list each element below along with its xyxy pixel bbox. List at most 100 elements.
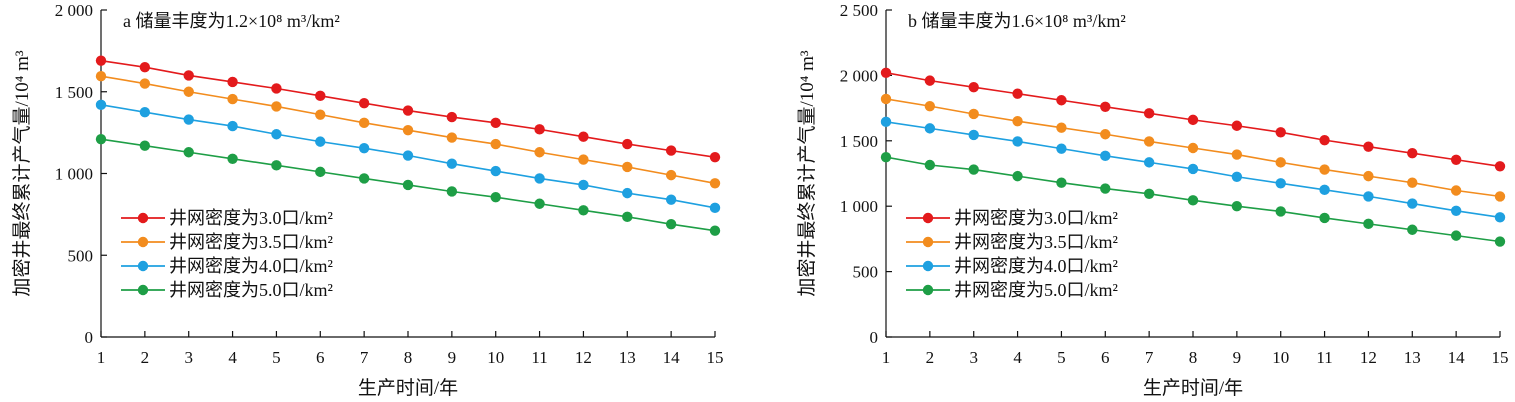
data-point xyxy=(315,90,326,102)
x-tick-label: 2 xyxy=(926,348,935,367)
data-point xyxy=(924,123,936,134)
data-point xyxy=(578,131,589,142)
data-point xyxy=(1363,191,1374,202)
data-point xyxy=(1143,157,1155,168)
data-point xyxy=(1143,188,1155,199)
panel-title: a 储量丰度为1.2×10⁸ m³/km² xyxy=(123,11,340,31)
x-tick-label: 15 xyxy=(707,348,724,367)
data-point xyxy=(968,129,979,141)
data-point xyxy=(490,138,501,150)
data-point xyxy=(1319,184,1330,196)
legend-marker xyxy=(137,284,149,296)
data-point xyxy=(1275,127,1286,138)
y-tick-label: 1 500 xyxy=(55,83,93,102)
series-3 xyxy=(95,133,721,236)
x-tick-label: 12 xyxy=(575,348,592,367)
data-point xyxy=(1494,236,1506,247)
data-point xyxy=(665,169,677,181)
series-3 xyxy=(880,151,1506,247)
data-point xyxy=(95,99,107,111)
data-point xyxy=(1100,129,1111,140)
data-point xyxy=(1319,134,1330,146)
data-point xyxy=(446,186,458,197)
legend-label: 井网密度为4.0口/km² xyxy=(954,256,1118,276)
data-point xyxy=(1407,177,1418,188)
y-tick-label: 1 500 xyxy=(840,132,878,151)
data-point xyxy=(880,67,892,78)
y-tick-label: 0 xyxy=(870,328,879,347)
data-point xyxy=(924,75,936,86)
data-point xyxy=(534,124,545,135)
data-point xyxy=(1143,136,1155,147)
legend-marker xyxy=(922,212,934,224)
data-point xyxy=(665,218,677,230)
data-point xyxy=(1056,143,1067,154)
data-point xyxy=(227,76,238,88)
data-point xyxy=(968,164,979,175)
data-point xyxy=(1450,154,1462,165)
series-0 xyxy=(880,67,1506,172)
x-tick-label: 1 xyxy=(882,348,891,367)
data-point xyxy=(880,93,892,105)
data-point xyxy=(622,187,633,199)
data-point xyxy=(1407,148,1418,159)
y-tick-label: 0 xyxy=(85,328,94,347)
legend: 井网密度为3.0口/km² 井网密度为3.5口/km² 井网密度为4.0口/km² 井… xyxy=(121,208,333,300)
data-point xyxy=(271,101,282,112)
y-tick-label: 2 500 xyxy=(840,1,878,20)
data-point xyxy=(622,161,633,173)
data-point xyxy=(880,151,892,163)
legend: 井网密度为3.0口/km² 井网密度为3.5口/km² 井网密度为4.0口/km² 井… xyxy=(906,208,1118,300)
x-tick-label: 8 xyxy=(404,348,413,367)
data-point xyxy=(534,147,545,158)
x-tick-label: 5 xyxy=(272,348,281,367)
data-point xyxy=(358,97,370,109)
x-tick-label: 13 xyxy=(1404,348,1421,367)
data-point xyxy=(1187,142,1199,154)
y-tick-label: 500 xyxy=(68,246,94,265)
x-tick-label: 9 xyxy=(1233,348,1242,367)
data-point xyxy=(968,108,979,120)
data-point xyxy=(139,62,151,73)
y-axis-title: 加密井最终累计产气量/10⁴ m³ xyxy=(796,50,818,296)
data-point xyxy=(1494,161,1506,172)
data-point xyxy=(880,116,892,128)
legend-label: 井网密度为3.0口/km² xyxy=(169,208,333,228)
x-tick-label: 10 xyxy=(1272,348,1289,367)
x-tick-label: 6 xyxy=(1101,348,1110,367)
legend-label: 井网密度为5.0口/km² xyxy=(954,280,1118,300)
data-point xyxy=(1012,170,1023,182)
data-point xyxy=(924,100,936,112)
data-point xyxy=(709,151,721,163)
x-tick-label: 7 xyxy=(360,348,369,367)
series-1 xyxy=(95,71,721,189)
legend-label: 井网密度为4.0口/km² xyxy=(169,256,333,276)
y-tick-label: 2 000 xyxy=(840,66,878,85)
legend-marker xyxy=(137,212,149,224)
x-tick-label: 9 xyxy=(448,348,457,367)
data-point xyxy=(95,71,107,82)
x-tick-label: 11 xyxy=(531,348,547,367)
data-point xyxy=(271,129,282,140)
data-point xyxy=(446,111,458,123)
legend-marker xyxy=(922,284,934,296)
y-tick-label: 1 000 xyxy=(840,197,878,216)
data-point xyxy=(183,147,194,158)
legend-marker xyxy=(922,236,934,248)
data-point xyxy=(358,117,370,129)
data-point xyxy=(490,165,501,177)
data-point xyxy=(95,55,107,66)
x-tick-label: 11 xyxy=(1316,348,1332,367)
data-point xyxy=(446,132,458,143)
data-point xyxy=(1231,171,1243,182)
data-point xyxy=(1407,198,1418,209)
data-point xyxy=(95,133,107,145)
data-point xyxy=(1450,205,1462,216)
data-point xyxy=(1100,150,1111,162)
data-point xyxy=(446,158,458,169)
data-point xyxy=(183,70,194,81)
data-point xyxy=(1056,95,1067,106)
x-axis-title: 生产时间/年 xyxy=(1143,377,1243,399)
data-point xyxy=(1100,183,1111,194)
data-point xyxy=(1494,212,1506,223)
